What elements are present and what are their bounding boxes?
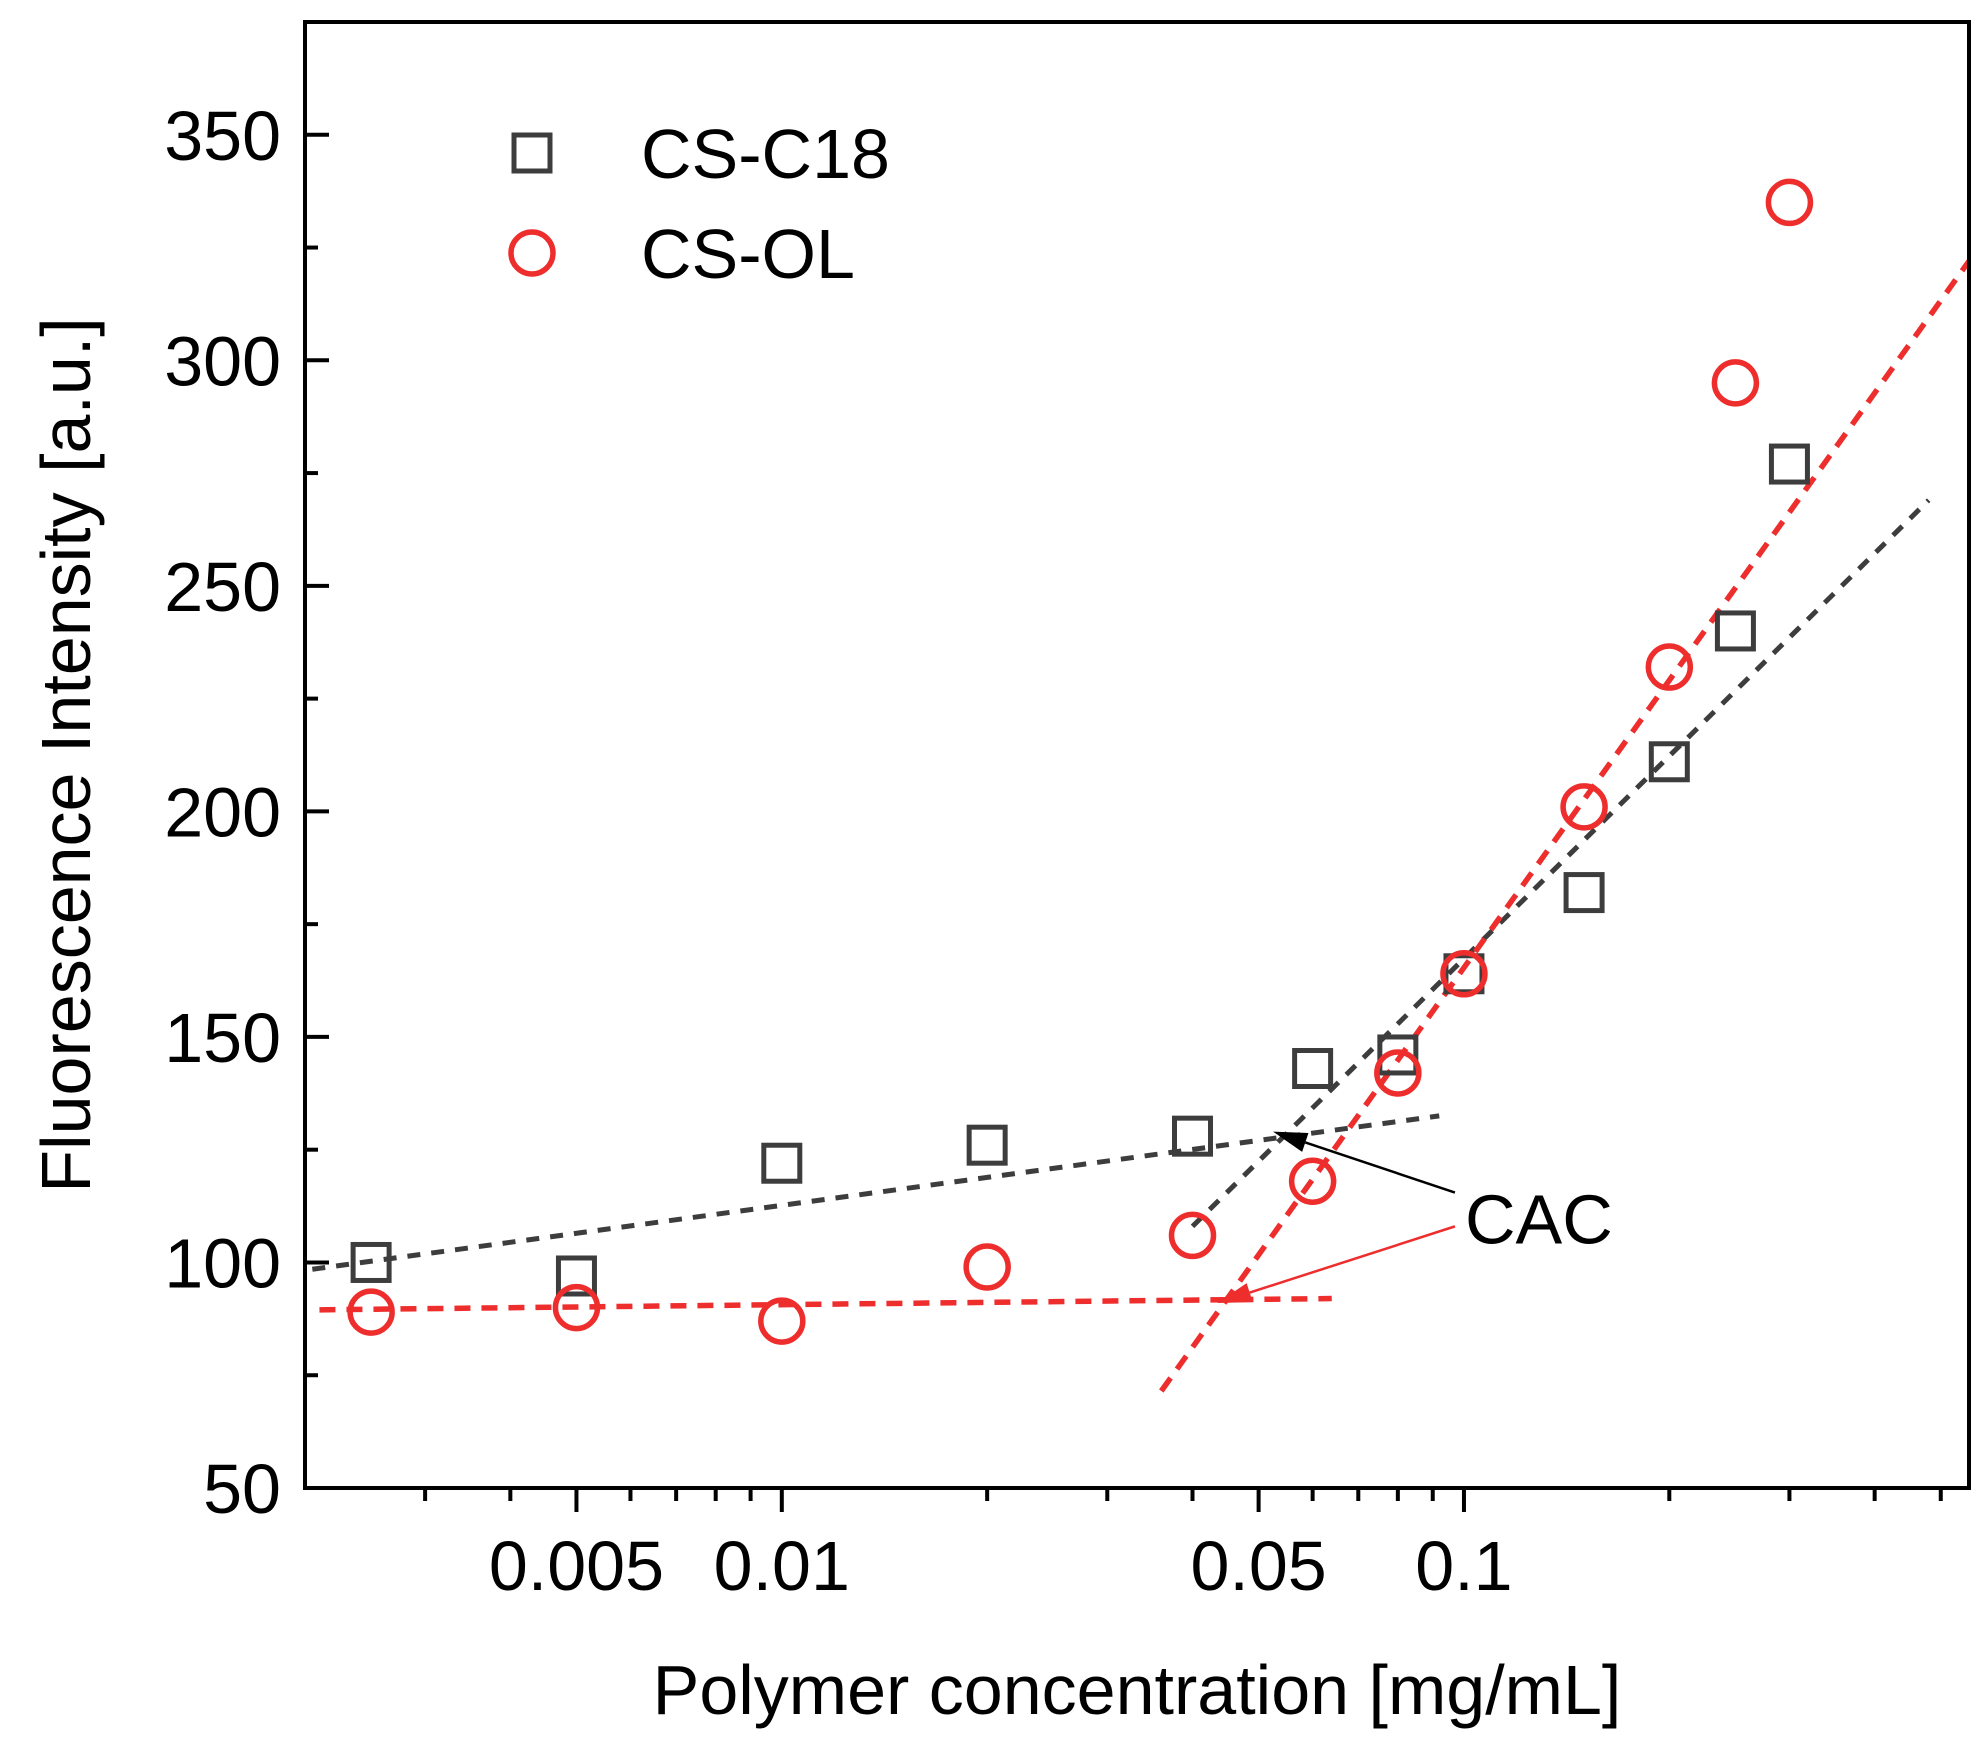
y-tick-label: 200 — [164, 773, 281, 851]
y-axis-label: Fluorescence Intensity [a.u.] — [27, 317, 105, 1192]
data-point-cs-ol — [963, 1243, 1011, 1291]
x-tick-label: 0.01 — [714, 1527, 850, 1605]
data-point-cs-ol — [758, 1297, 806, 1345]
data-point-cs-c18 — [350, 1241, 392, 1283]
axes: 50 100 150 200 250 300 350 0.005 0.01 0.05 0.1 — [164, 97, 1943, 1605]
legend-marker-cs-c18 — [511, 132, 553, 174]
data-point-cs-ol — [1560, 783, 1608, 831]
legend-marker-cs-ol — [508, 229, 556, 277]
y-tick-label: 50 — [203, 1450, 281, 1528]
legend-label-cs-ol: CS-OL — [641, 215, 855, 293]
cac-arrow-shaft — [1249, 1225, 1456, 1294]
y-tick-label: 100 — [164, 1224, 281, 1302]
data-point-cs-ol — [1168, 1211, 1217, 1260]
data-point-cs-c18 — [966, 1124, 1008, 1166]
data-point-cs-ol — [1440, 950, 1488, 998]
data-point-cs-ol — [347, 1288, 395, 1336]
y-tick-label: 300 — [164, 322, 281, 400]
x-tick-label: 0.005 — [489, 1527, 664, 1605]
cac-arrow-shaft — [1304, 1141, 1456, 1194]
data-point-cs-ol — [552, 1283, 601, 1332]
fit-line-cs-c18 — [1190, 498, 1931, 1229]
data-point-cs-ol — [1711, 359, 1760, 407]
y-tick-label: 350 — [164, 97, 281, 175]
cac-arrow-head — [1273, 1131, 1309, 1152]
fit-line-cs-ol — [1159, 259, 1972, 1393]
x-tick-label: 0.05 — [1190, 1527, 1326, 1605]
y-tick-label: 150 — [164, 999, 281, 1077]
data-point-cs-c18 — [1768, 443, 1810, 485]
data-point-cs-c18 — [1648, 741, 1690, 783]
cac-label: CAC — [1465, 1180, 1613, 1258]
fit-line-cs-c18 — [311, 1113, 1440, 1272]
annotations: CAC — [1217, 1131, 1613, 1304]
data-point-cs-c18 — [1714, 610, 1756, 652]
data-point-cs-ol — [1374, 1049, 1422, 1097]
plot-frame — [303, 20, 1971, 1490]
data-point-cs-c18 — [1377, 1034, 1419, 1076]
data-markers — [347, 178, 1814, 1345]
data-point-cs-c18 — [1443, 953, 1485, 995]
cac-arrow-head — [1217, 1283, 1253, 1304]
y-tick-label: 250 — [164, 548, 281, 626]
data-point-cs-c18 — [1563, 872, 1605, 914]
data-point-cs-c18 — [761, 1142, 803, 1184]
data-point-cs-c18 — [1172, 1115, 1214, 1157]
legend-label-cs-c18: CS-C18 — [641, 115, 890, 193]
data-point-cs-ol — [1645, 643, 1694, 691]
data-point-cs-ol — [1765, 178, 1814, 227]
data-point-cs-c18 — [1292, 1047, 1334, 1089]
fit-lines — [311, 259, 1972, 1393]
legend: CS-C18 CS-OL — [508, 115, 890, 293]
data-point-cs-c18 — [555, 1255, 597, 1297]
fit-line-cs-ol — [319, 1295, 1332, 1313]
x-axis-label: Polymer concentration [mg/mL] — [653, 1651, 1622, 1729]
data-point-cs-ol — [1288, 1157, 1337, 1206]
x-tick-label: 0.1 — [1415, 1527, 1512, 1605]
